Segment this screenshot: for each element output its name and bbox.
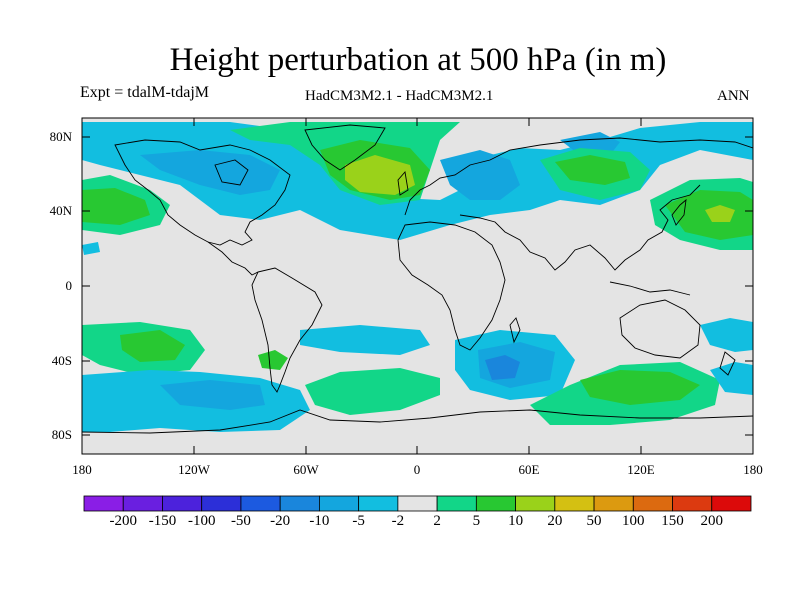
colorbar-label: 10 [508,513,524,529]
colorbar-label: 50 [586,513,602,529]
colorbar-label: 5 [472,513,481,529]
colorbar-swatch [162,495,203,512]
season-label: ANN [717,88,750,104]
coast-hudson-bay [214,159,249,186]
colorbar-swatch [319,495,360,512]
colorbar-swatch [711,495,752,512]
lat-label-40s: 40S [51,353,72,368]
coast-south-america [251,267,323,393]
lon-label-0: 0 [413,462,421,477]
coast-asia-south [459,184,701,271]
negative-region-south-west-pacific [700,318,753,352]
positive-medium-central-asia [555,155,630,185]
lon-label-180e: 180 [743,462,763,477]
colorbar-label: 200 [700,513,724,529]
colorbar-label: 2 [433,513,441,529]
colorbar-swatch [240,495,281,512]
colorbar-swatch [83,495,124,512]
coast-greenland [304,124,386,171]
negative-strong-indian-ocean [485,355,520,380]
coastlines [82,124,753,434]
colorbar-swatch [475,495,516,512]
coast-central-america [207,241,259,276]
coast-japan [671,198,687,226]
colorbar-swatch [554,495,595,512]
lat-label-80s: 80S [51,427,72,442]
negative-small-hawaii [82,242,100,255]
colorbar-swatch [358,495,399,512]
colorbar-swatch [279,495,320,512]
colorbar-label: -2 [391,513,405,529]
colorbar-swatch [515,495,556,512]
colorbar-label: -50 [230,513,251,529]
coast-eurasia [404,137,753,216]
axis-ticks [81,118,754,454]
lat-label-40n: 40N [49,203,72,218]
colorbar-label: -150 [148,513,177,529]
colorbar-label: -5 [352,513,365,529]
coast-africa [397,221,506,351]
colorbar-label: -20 [270,513,291,529]
colorbar-swatch [436,495,477,512]
colorbar-label: -200 [109,513,137,529]
positive-strong-greenland [345,155,415,195]
colorbar-swatch [122,495,163,512]
contour-field [82,122,753,432]
lon-label-60w: 60W [293,462,319,477]
positive-small-patagonia [258,350,288,370]
lon-label-60e: 60E [518,462,540,477]
map-title: Height perturbation at 500 hPa (in m) [169,42,667,78]
negative-core-siberia [560,132,620,155]
colorbar-swatch [397,495,438,512]
lon-label-180w: 180 [72,462,92,477]
lat-label-0: 0 [65,278,73,293]
lon-label-120w: 120W [178,462,210,477]
positive-region-southern-ocean-atlantic [305,368,440,415]
colorbar-label: 150 [661,513,684,529]
negative-core-southern-ocean-west [160,380,265,410]
colorbar-label: -100 [187,513,216,529]
negative-core-north-atlantic [440,150,520,200]
colorbar-swatch [632,495,673,512]
lat-label-80n: 80N [49,129,72,144]
colorbar-swatch [672,495,713,512]
coast-antarctica [82,409,753,434]
lon-label-120e: 120E [627,462,655,477]
positive-strong-japan [705,205,735,222]
positive-medium-east-pacific [82,188,150,225]
negative-region-south-atlantic [300,325,430,355]
coast-australia [619,299,701,359]
colorbar-label: 100 [622,513,645,529]
colorbar [83,495,752,512]
coast-indonesia [609,281,691,296]
colorbar-label: -10 [309,513,330,529]
coast-north-america [114,139,291,246]
experiment-label: Expt = tdalM-tdajM [80,84,210,101]
positive-medium-south-pacific [120,330,185,362]
coast-british-isles [397,170,409,196]
colorbar-swatch [593,495,634,512]
coast-madagascar [509,317,521,344]
colorbar-swatch [201,495,242,512]
positive-medium-southern-indian [580,370,700,405]
negative-region-ross-sea [710,362,753,395]
negative-core-canada [140,150,280,195]
coast-new-zealand [719,351,736,376]
colorbar-label: 20 [547,513,563,529]
model-label: HadCM3M2.1 - HadCM3M2.1 [305,88,494,104]
